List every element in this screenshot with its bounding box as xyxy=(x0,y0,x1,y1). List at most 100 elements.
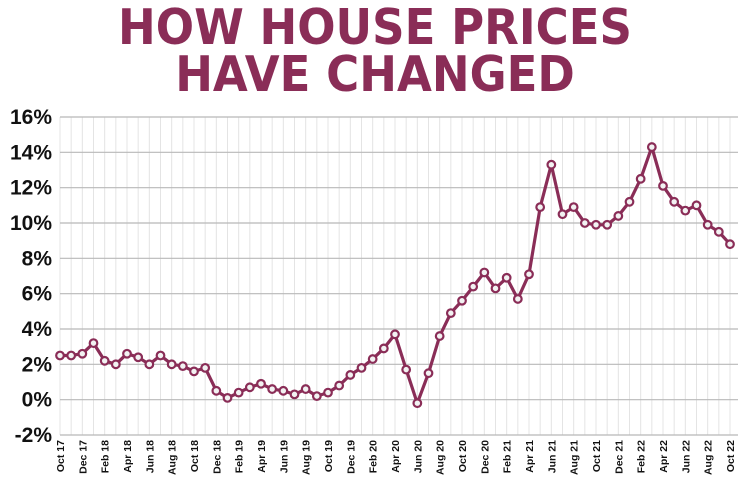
data-point xyxy=(635,173,646,184)
data-point xyxy=(110,359,121,370)
data-point xyxy=(278,385,289,396)
data-point xyxy=(345,370,356,380)
x-tick-label: Aug 22 xyxy=(703,440,715,475)
data-point xyxy=(133,352,144,363)
data-point xyxy=(680,205,691,216)
data-point xyxy=(457,295,467,306)
data-point xyxy=(233,387,244,398)
data-point xyxy=(412,398,423,409)
data-point xyxy=(323,387,333,398)
data-point xyxy=(468,281,479,292)
series-points xyxy=(55,142,735,409)
data-point xyxy=(557,209,568,220)
data-point xyxy=(669,196,680,207)
y-tick-label: 0% xyxy=(22,389,53,412)
data-point xyxy=(646,142,657,152)
data-point xyxy=(300,384,311,394)
data-point xyxy=(144,359,155,370)
x-tick-label: Jun 19 xyxy=(278,440,290,473)
chart-title: HOW HOUSE PRICES HAVE CHANGED xyxy=(0,3,750,103)
x-tick-label: Aug 18 xyxy=(167,440,179,475)
x-tick-label: Jun 18 xyxy=(144,440,156,473)
data-point xyxy=(200,362,211,373)
x-tick-label: Aug 20 xyxy=(435,440,447,475)
x-tick-label: Dec 21 xyxy=(613,440,625,474)
x-tick-label: Oct 21 xyxy=(591,440,603,472)
major-gridlines xyxy=(60,116,738,436)
data-point xyxy=(535,202,546,213)
data-point xyxy=(624,196,635,207)
x-tick-label: Oct 22 xyxy=(725,440,737,472)
data-point xyxy=(434,331,445,341)
data-point xyxy=(390,329,400,340)
data-point xyxy=(334,380,345,391)
chart-title-line-2: HAVE CHANGED xyxy=(175,46,575,103)
data-point xyxy=(524,269,534,280)
y-tick-label: 12% xyxy=(10,177,52,200)
data-point xyxy=(88,338,99,349)
x-tick-label: Dec 20 xyxy=(479,440,491,474)
data-point xyxy=(211,385,222,396)
data-point xyxy=(189,366,199,377)
x-axis-tick-labels: Oct 17 Dec 17 Feb 18 Apr 18 Jun 18 Aug 18 Oct … xyxy=(55,440,737,475)
x-tick-label: Oct 17 xyxy=(55,440,67,472)
data-point xyxy=(378,343,389,354)
data-point xyxy=(512,294,523,304)
data-point xyxy=(445,308,456,319)
data-point xyxy=(55,350,65,361)
data-point xyxy=(613,211,624,221)
data-point xyxy=(702,219,713,230)
x-tick-label: Feb 18 xyxy=(100,440,112,473)
data-point xyxy=(591,219,601,230)
y-tick-label: -2% xyxy=(15,424,53,447)
x-tick-label: Feb 21 xyxy=(502,440,514,473)
data-point xyxy=(77,348,88,359)
y-axis-tick-labels: -2% 0% 2% 4% 6% 8% 10% 12% 14% 16% xyxy=(10,106,52,447)
x-tick-label: Apr 19 xyxy=(256,440,268,473)
y-tick-label: 6% xyxy=(22,283,53,306)
x-tick-label: Aug 21 xyxy=(569,440,581,475)
data-point xyxy=(289,389,300,400)
y-tick-label: 10% xyxy=(10,212,52,235)
x-tick-label: Feb 22 xyxy=(636,440,648,473)
x-tick-label: Dec 17 xyxy=(77,440,89,474)
data-point xyxy=(602,219,613,230)
y-tick-label: 14% xyxy=(10,141,52,164)
data-point xyxy=(658,180,668,191)
data-point xyxy=(66,350,77,361)
x-tick-label: Feb 19 xyxy=(234,440,246,473)
data-point xyxy=(568,202,579,213)
data-point xyxy=(579,218,590,228)
data-point xyxy=(367,354,378,364)
data-point xyxy=(256,378,266,389)
data-point xyxy=(691,200,702,211)
data-point xyxy=(222,393,233,403)
x-tick-label: Dec 18 xyxy=(211,440,223,474)
x-tick-label: Dec 19 xyxy=(345,440,357,474)
x-tick-label: Oct 19 xyxy=(323,440,335,472)
data-point xyxy=(99,355,110,366)
data-point xyxy=(244,382,255,393)
data-point xyxy=(311,391,322,402)
data-point xyxy=(490,283,501,294)
data-point xyxy=(122,348,132,359)
minor-gridlines xyxy=(59,117,731,435)
data-point xyxy=(177,361,188,372)
y-tick-label: 4% xyxy=(22,318,53,341)
y-tick-label: 2% xyxy=(22,353,53,376)
data-point xyxy=(479,267,490,278)
x-tick-label: Jun 21 xyxy=(546,440,558,473)
data-point xyxy=(546,159,557,170)
data-point xyxy=(501,272,512,283)
x-tick-label: Jun 22 xyxy=(680,440,692,473)
x-tick-label: Oct 20 xyxy=(457,440,469,472)
data-point xyxy=(166,359,177,370)
y-tick-label: 16% xyxy=(10,106,52,129)
x-tick-label: Apr 18 xyxy=(122,440,134,473)
y-tick-label: 8% xyxy=(22,247,53,270)
data-point xyxy=(423,368,434,379)
data-point xyxy=(725,239,735,250)
data-point xyxy=(267,384,278,394)
data-point xyxy=(401,364,412,375)
